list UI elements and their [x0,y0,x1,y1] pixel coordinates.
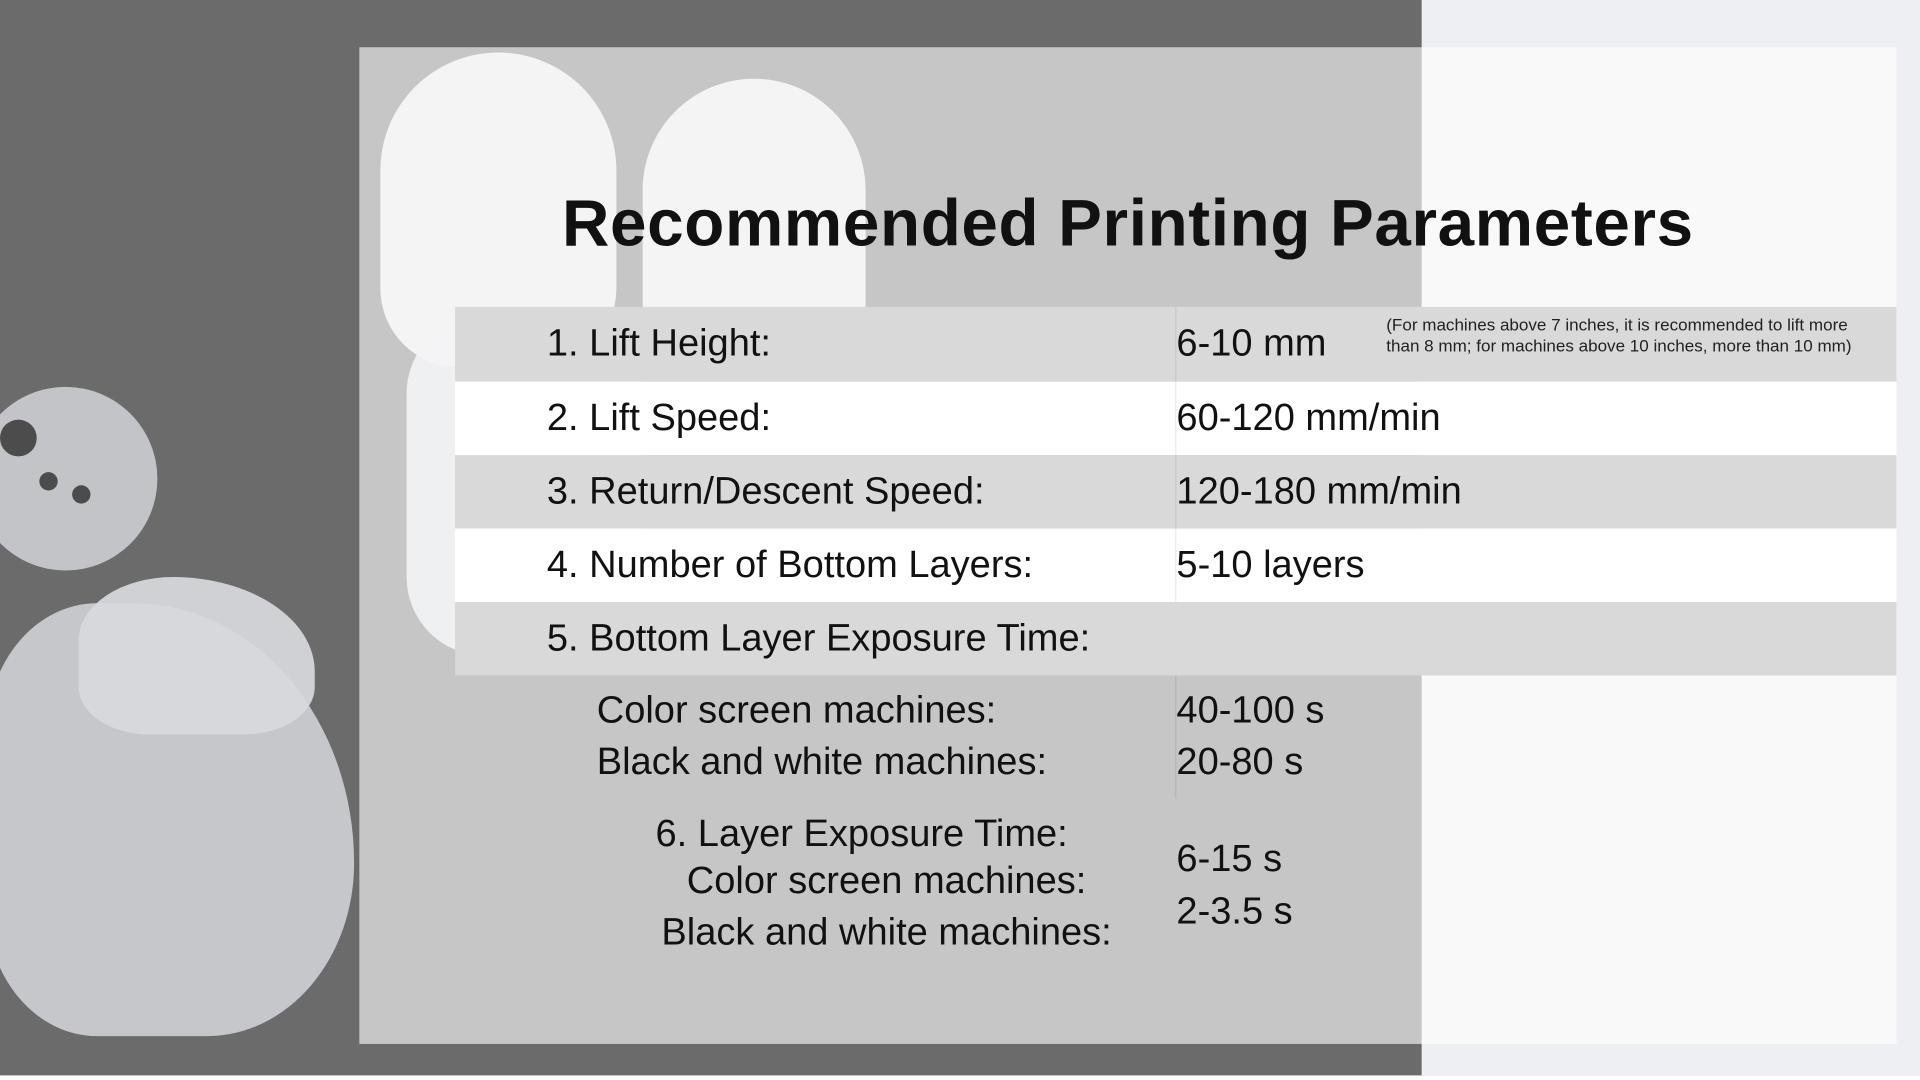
label-layer-exposure-bw: Black and white machines: [520,908,1112,959]
row-lift-height: 1. Lift Height: 6-10 mm (For machines ab… [455,307,1896,382]
value-lift-height: 6-10 mm [1176,323,1326,366]
card-title: Recommended Printing Parameters [359,185,1896,261]
bg-controller-dot [72,485,90,503]
label-return-speed: 3. Return/Descent Speed: [455,470,984,513]
label-lift-speed: 2. Lift Speed: [455,397,771,440]
label-layer-exposure-color: Color screen machines: [545,856,1086,907]
row-return-speed: 3. Return/Descent Speed: 120-180 mm/min [455,455,1896,528]
parameters-table: 1. Lift Height: 6-10 mm (For machines ab… [455,307,1896,973]
row-layer-exposure: 6. Layer Exposure Time: Color screen mac… [455,799,1896,973]
row-bottom-exposure-heading: 5. Bottom Layer Exposure Time: [455,602,1896,675]
value-lift-speed: 60-120 mm/min [1176,397,1440,440]
label-bottom-exposure: 5. Bottom Layer Exposure Time: [455,617,1090,660]
value-bottom-layers: 5-10 layers [1176,544,1364,587]
label-bottom-exposure-bw: Black and white machines: [455,737,1047,788]
label-bottom-layers: 4. Number of Bottom Layers: [455,544,1033,587]
bg-controller-stick [0,420,37,457]
label-bottom-exposure-color: Color screen machines: [455,686,1047,737]
value-layer-exposure-color: 6-15 s [1176,835,1292,886]
bg-controller-dot [39,472,57,490]
bg-controller [0,387,157,571]
stage: Recommended Printing Parameters 1. Lift … [0,0,1920,1075]
label-layer-exposure: 6. Layer Exposure Time: [564,813,1068,856]
row-bottom-layers: 4. Number of Bottom Layers: 5-10 layers [455,529,1896,602]
value-bottom-exposure-bw: 20-80 s [1176,737,1324,788]
value-layer-exposure-bw: 2-3.5 s [1176,886,1292,937]
value-return-speed: 120-180 mm/min [1176,470,1461,513]
value-bottom-exposure-color: 40-100 s [1176,686,1324,737]
note-lift-height: (For machines above 7 inches, it is reco… [1386,315,1878,358]
label-lift-height: 1. Lift Height: [455,323,771,366]
row-lift-speed: 2. Lift Speed: 60-120 mm/min [455,382,1896,455]
row-bottom-exposure-values: Color screen machines: Black and white m… [455,675,1896,798]
parameters-card: Recommended Printing Parameters 1. Lift … [359,47,1896,1044]
bg-dragon-head [79,577,315,734]
